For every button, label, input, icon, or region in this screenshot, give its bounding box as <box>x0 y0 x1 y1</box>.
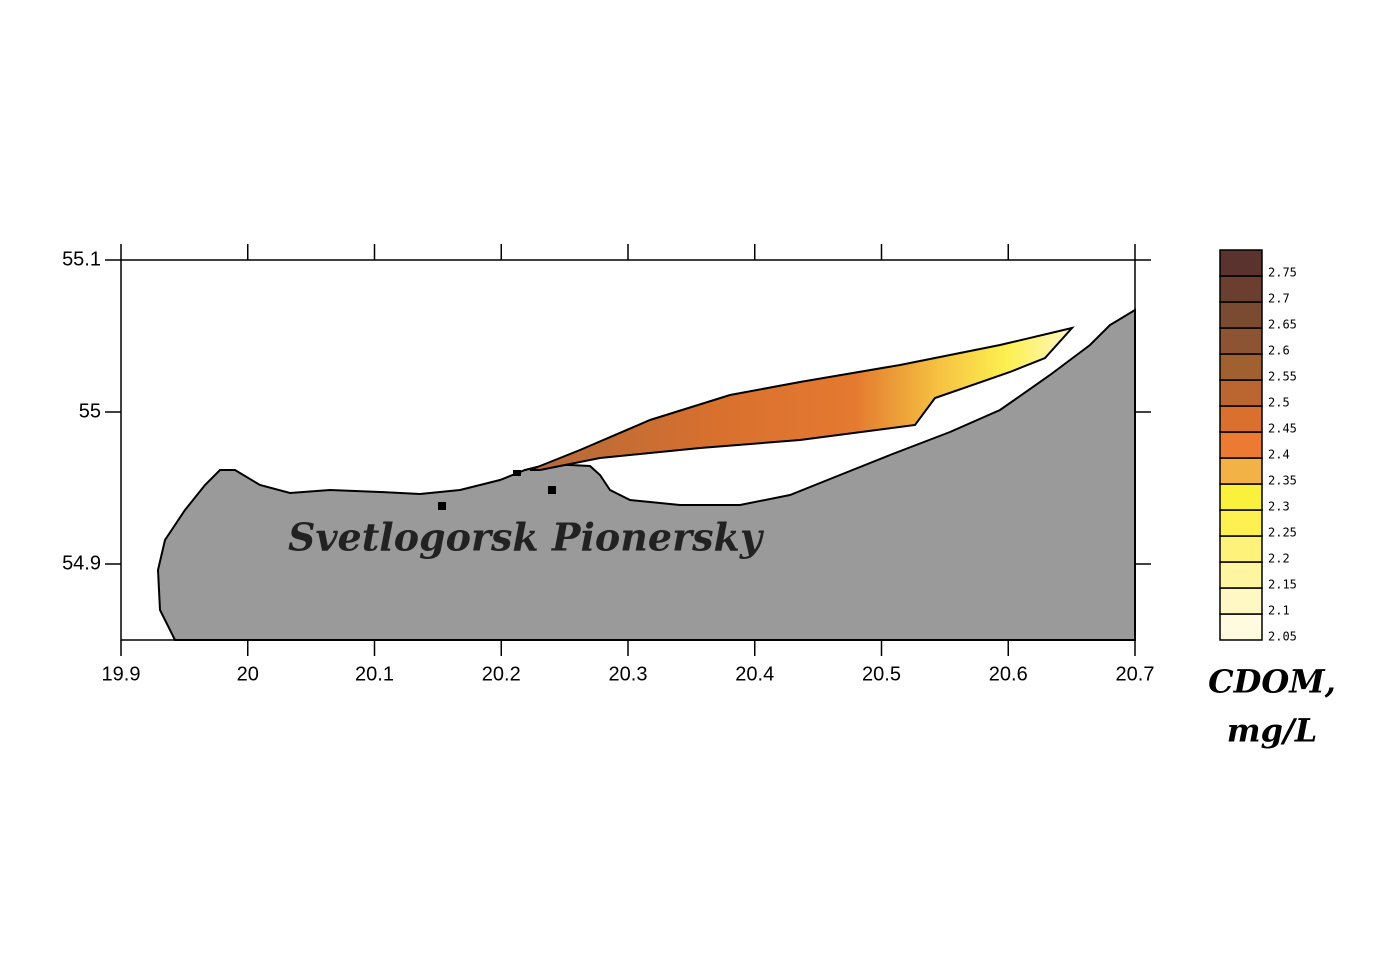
place-label: Svetlogorsk Pionersky <box>288 515 765 560</box>
colorbar-label: 2.7 <box>1268 292 1290 306</box>
colorbar-cell <box>1219 483 1263 511</box>
x-tick-label: 20.4 <box>735 663 774 685</box>
colorbar-label: 2.4 <box>1268 448 1290 462</box>
station <box>438 502 446 510</box>
station <box>548 486 556 494</box>
colorbar-title: mg/L <box>1227 712 1317 750</box>
colorbar-label: 2.55 <box>1268 370 1297 384</box>
plume <box>529 326 1075 471</box>
colorbar-label: 2.05 <box>1268 630 1297 644</box>
colorbar-label: 2.5 <box>1268 396 1290 410</box>
colorbar-cell <box>1219 431 1263 459</box>
x-tick-label: 20.5 <box>862 663 901 685</box>
colorbar-title: CDOM, <box>1208 663 1336 701</box>
y-tick-label: 55 <box>79 400 101 422</box>
colorbar-cell <box>1219 301 1263 329</box>
colorbar-label: 2.45 <box>1268 422 1297 436</box>
x-tick-label: 20.3 <box>609 663 648 685</box>
colorbar-cell <box>1219 561 1263 589</box>
colorbar-label: 2.25 <box>1268 526 1297 540</box>
y-tick-label: 55.1 <box>62 248 101 270</box>
colorbar-cell <box>1219 379 1263 407</box>
colorbar-label: 2.1 <box>1268 604 1290 618</box>
colorbar-cell <box>1219 353 1263 381</box>
x-tick-label: 20.2 <box>482 663 521 685</box>
colorbar-cell <box>1219 457 1263 485</box>
colorbar-label: 2.35 <box>1268 474 1297 488</box>
colorbar-label: 2.15 <box>1268 578 1297 592</box>
colorbar-label: 2.75 <box>1268 266 1297 280</box>
x-tick-label: 20.1 <box>355 663 394 685</box>
colorbar-label: 2.3 <box>1268 500 1290 514</box>
x-tick-label: 20 <box>237 663 259 685</box>
colorbar-cell <box>1219 275 1263 303</box>
x-tick-label: 20.6 <box>989 663 1028 685</box>
colorbar-cell <box>1219 613 1263 641</box>
colorbar-label: 2.6 <box>1268 344 1290 358</box>
station <box>513 470 521 476</box>
colorbar-cell <box>1219 327 1263 355</box>
colorbar-cell <box>1219 587 1263 615</box>
x-tick-label: 20.7 <box>1116 663 1155 685</box>
colorbar-label: 2.2 <box>1268 552 1290 566</box>
colorbar-cell <box>1219 535 1263 563</box>
x-tick-label: 19.9 <box>102 663 141 685</box>
colorbar-cell <box>1219 509 1263 537</box>
colorbar-label: 2.65 <box>1268 318 1297 332</box>
colorbar-cell <box>1219 405 1263 433</box>
y-tick-label: 54.9 <box>62 552 101 574</box>
colorbar-cell <box>1219 249 1263 277</box>
